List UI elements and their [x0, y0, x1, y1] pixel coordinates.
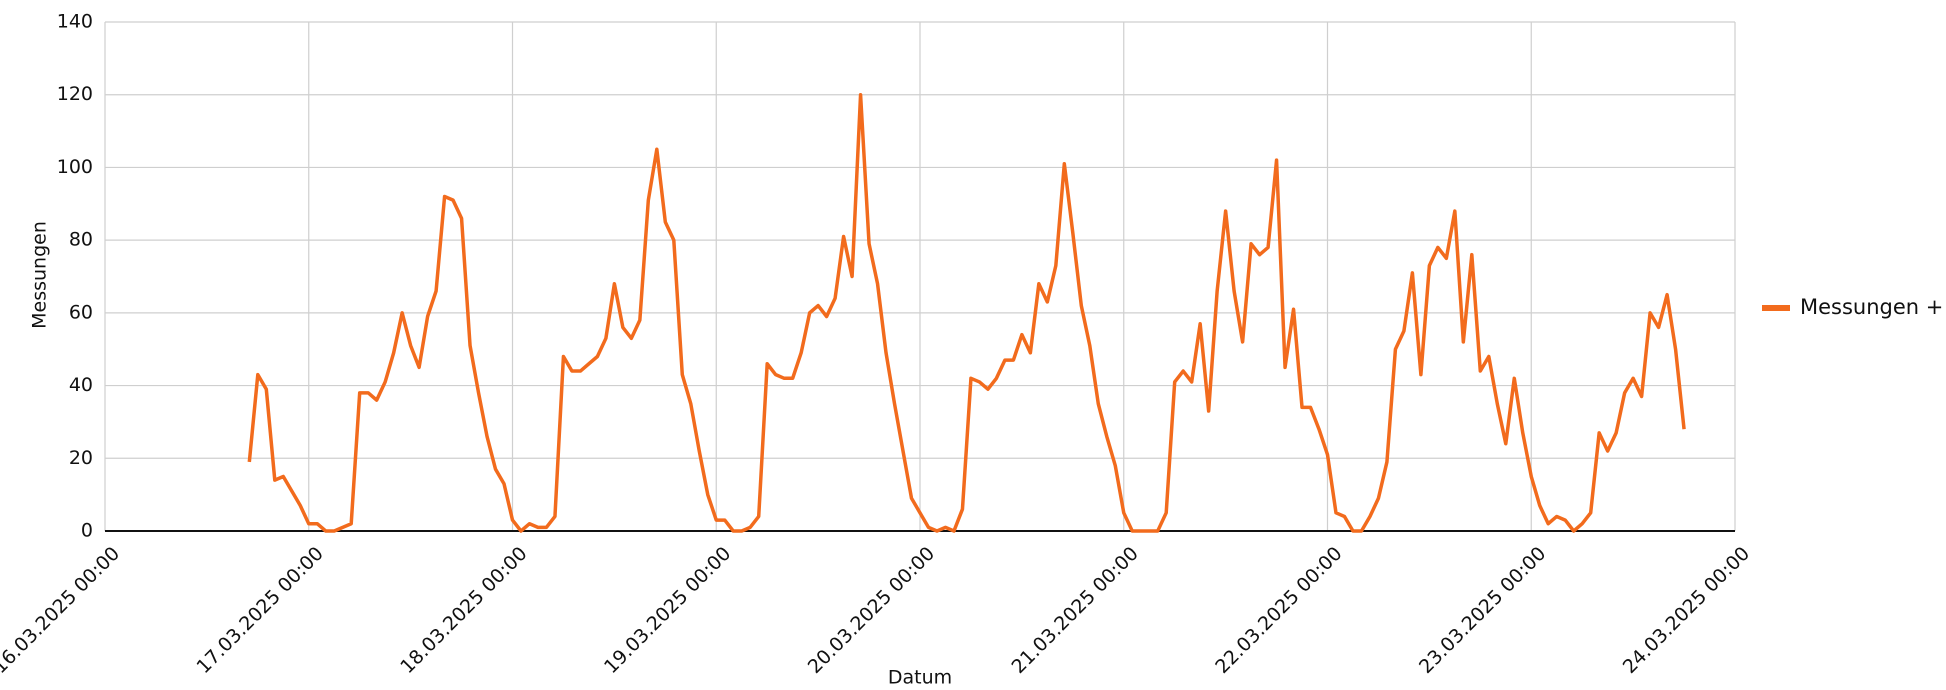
y-tick-label: 20	[69, 447, 93, 469]
y-tick-label: 80	[69, 229, 93, 251]
legend-label: Messungen +	[1800, 295, 1943, 319]
y-tick-label: 140	[57, 11, 93, 33]
x-tick-label: 16.03.2025 00:00	[0, 543, 124, 678]
x-tick-label: 22.03.2025 00:00	[1211, 543, 1346, 678]
data-line	[247, 92, 1686, 533]
x-tick-label: 20.03.2025 00:00	[804, 543, 939, 678]
y-tick-label: 100	[57, 156, 93, 178]
x-tick-label: 21.03.2025 00:00	[1007, 543, 1142, 678]
y-tick-label: 60	[69, 301, 93, 323]
y-tick-label: 0	[81, 520, 93, 542]
x-tick-label: 17.03.2025 00:00	[192, 543, 327, 678]
x-tick-label: 18.03.2025 00:00	[396, 543, 531, 678]
x-tick-label: 23.03.2025 00:00	[1415, 543, 1550, 678]
y-tick-label: 120	[57, 83, 93, 105]
x-tick-label: 19.03.2025 00:00	[600, 543, 735, 678]
y-axis-title: Messungen	[29, 221, 51, 329]
x-tick-label: 24.03.2025 00:00	[1619, 543, 1754, 678]
x-axis-title: Datum	[888, 667, 952, 689]
y-tick-label: 40	[69, 374, 93, 396]
